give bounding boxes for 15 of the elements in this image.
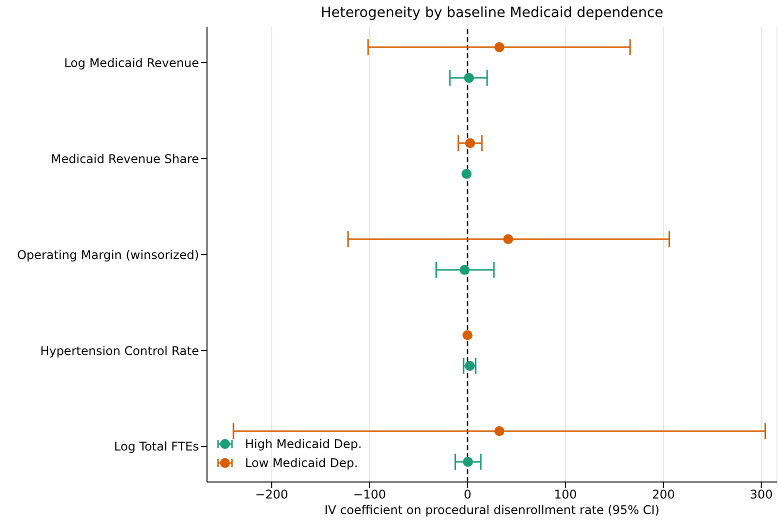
y-tick-label: Operating Margin (winsorized) [17,248,199,262]
y-tick-label: Log Total FTEs [114,440,199,454]
y-tick-label: Hypertension Control Rate [40,344,199,358]
y-tick-label: Log Medicaid Revenue [64,56,199,70]
x-tick-label: −100 [353,488,386,502]
x-tick-label: −200 [255,488,288,502]
x-tick-label: 0 [464,488,472,502]
legend-label: Low Medicaid Dep. [245,456,358,470]
x-tick-label: 300 [750,488,773,502]
x-axis-title: IV coefficient on procedural disenrollment rate (95% CI) [324,503,660,517]
chart-title: Heterogeneity by baseline Medicaid dependence [320,5,664,21]
x-tick-label: 100 [554,488,577,502]
legend-label: High Medicaid Dep. [245,436,362,450]
x-tick-label: 200 [652,488,675,502]
y-tick-label: Medicaid Revenue Share [50,152,199,166]
